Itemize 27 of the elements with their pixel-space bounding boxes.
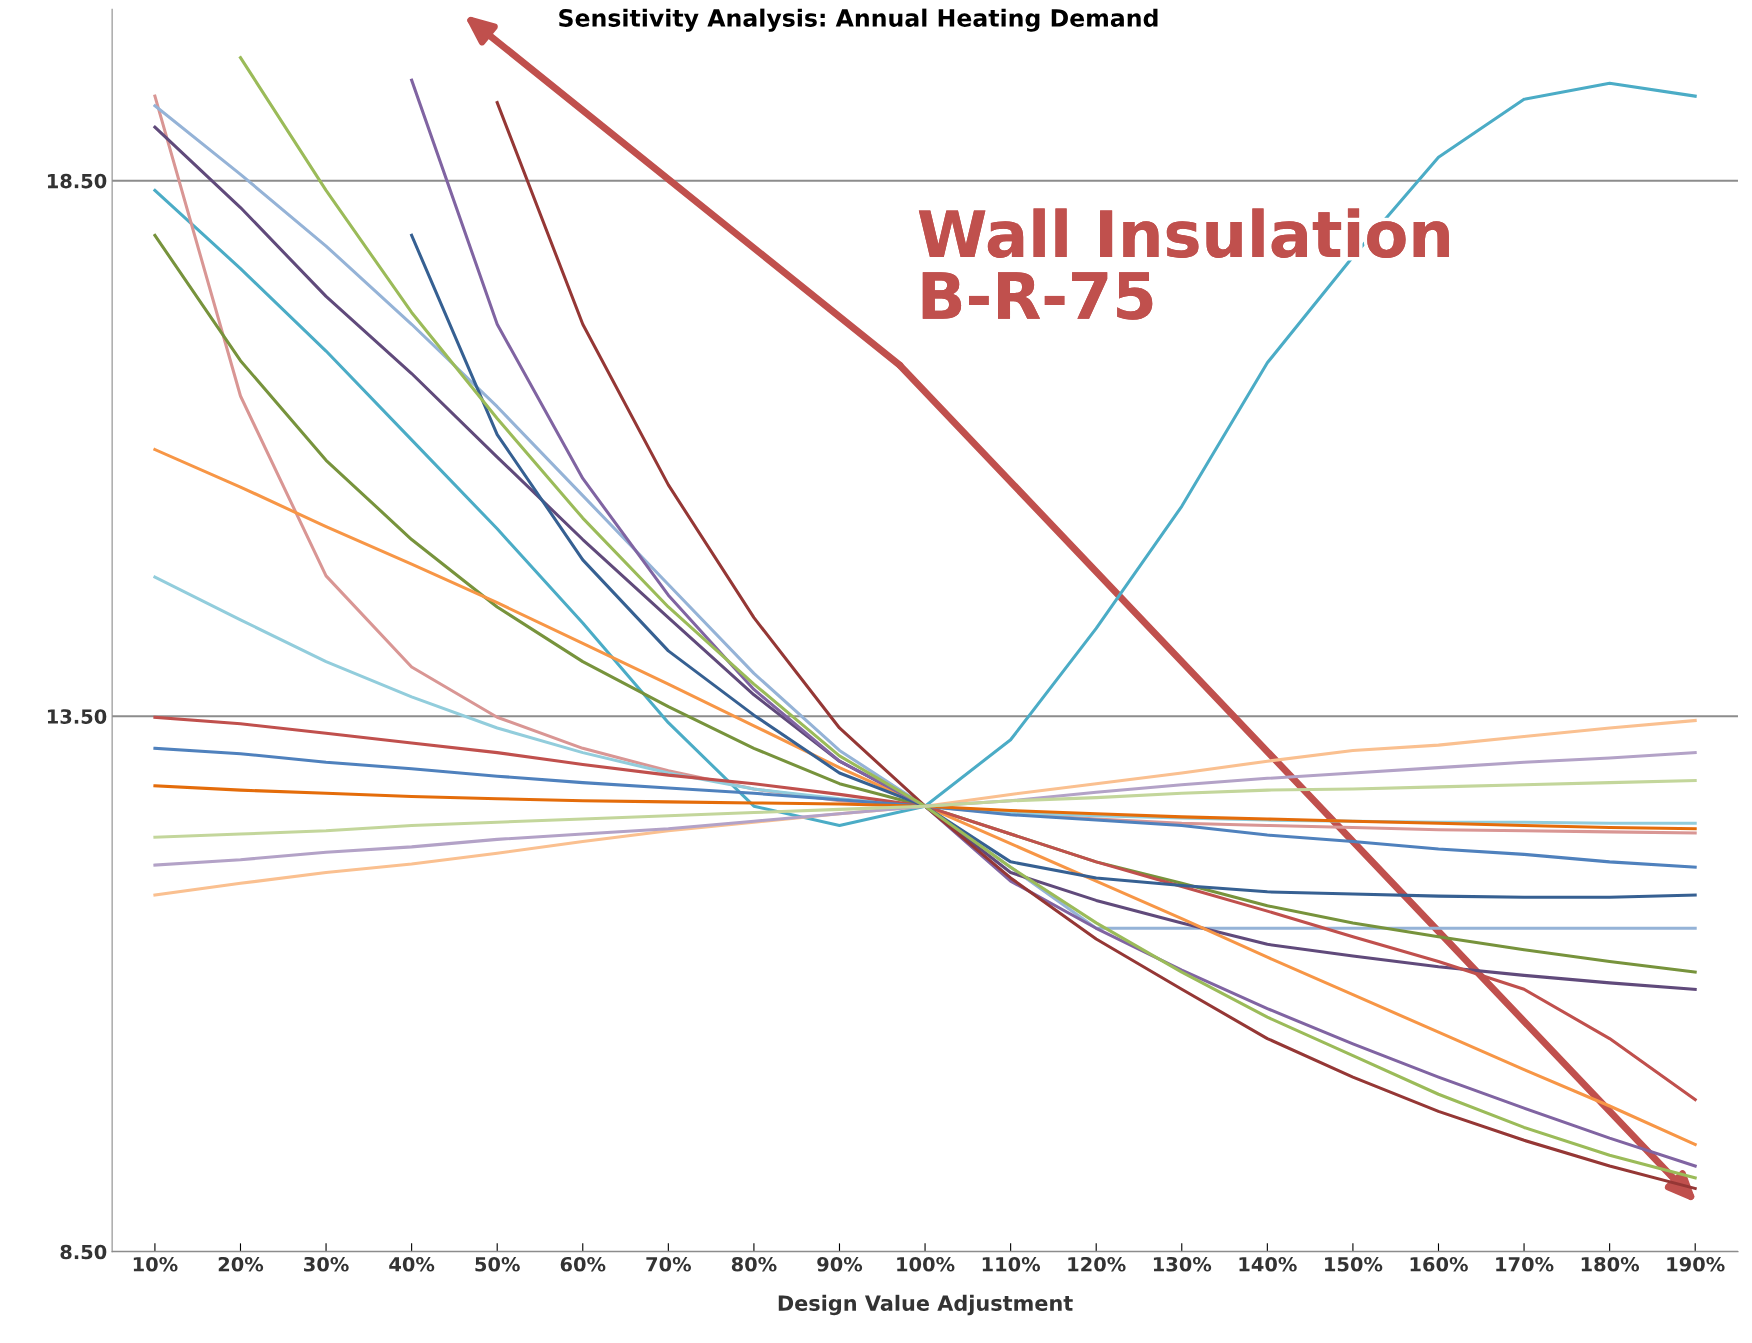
y-tick-label: 8.50 bbox=[60, 1244, 107, 1260]
x-tick-label: 110% bbox=[982, 1256, 1041, 1272]
x-tick-label: 20% bbox=[218, 1256, 264, 1272]
x-tick-label: 160% bbox=[1410, 1256, 1468, 1272]
x-tick-label: 170% bbox=[1496, 1256, 1554, 1272]
x-tick-label: 70% bbox=[646, 1256, 691, 1272]
line-series bbox=[153, 784, 1697, 831]
x-tick-label: 10% bbox=[133, 1256, 178, 1272]
x-tick-label: 120% bbox=[1068, 1256, 1126, 1272]
x-axis-title: Design Value Adjustment bbox=[778, 1294, 1073, 1316]
x-tick-label: 80% bbox=[731, 1256, 777, 1272]
y-tick-label: 13.50 bbox=[47, 709, 107, 724]
x-tick-label: 50% bbox=[475, 1256, 520, 1272]
x-tick-label: 30% bbox=[304, 1256, 349, 1272]
x-tick-label: 150% bbox=[1325, 1256, 1383, 1272]
chart-title: Sensitivity Analysis: Annual Heating Demand bbox=[559, 8, 1158, 32]
line-series bbox=[153, 448, 1697, 1147]
x-tick-label: 140% bbox=[1239, 1256, 1297, 1272]
x-tick-label: 190% bbox=[1667, 1256, 1725, 1272]
x-tick-label: 130% bbox=[1153, 1256, 1212, 1272]
y-tick-label: 18.50 bbox=[47, 173, 107, 189]
line-series bbox=[153, 778, 1697, 839]
x-tick-label: 60% bbox=[560, 1256, 606, 1272]
x-tick-label: 100% bbox=[897, 1256, 955, 1272]
x-tick-label: 40% bbox=[389, 1256, 435, 1272]
x-tick-label: 90% bbox=[817, 1256, 863, 1272]
x-tick-label: 180% bbox=[1581, 1256, 1640, 1272]
